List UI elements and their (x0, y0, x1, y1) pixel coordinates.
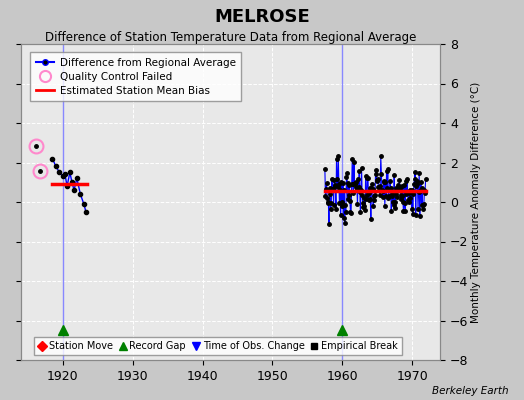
Title: Difference of Station Temperature Data from Regional Average: Difference of Station Temperature Data f… (45, 31, 416, 44)
Legend: Station Move, Record Gap, Time of Obs. Change, Empirical Break: Station Move, Record Gap, Time of Obs. C… (35, 337, 401, 355)
Text: Berkeley Earth: Berkeley Earth (432, 386, 508, 396)
Y-axis label: Monthly Temperature Anomaly Difference (°C): Monthly Temperature Anomaly Difference (… (471, 81, 481, 323)
Text: MELROSE: MELROSE (214, 8, 310, 26)
